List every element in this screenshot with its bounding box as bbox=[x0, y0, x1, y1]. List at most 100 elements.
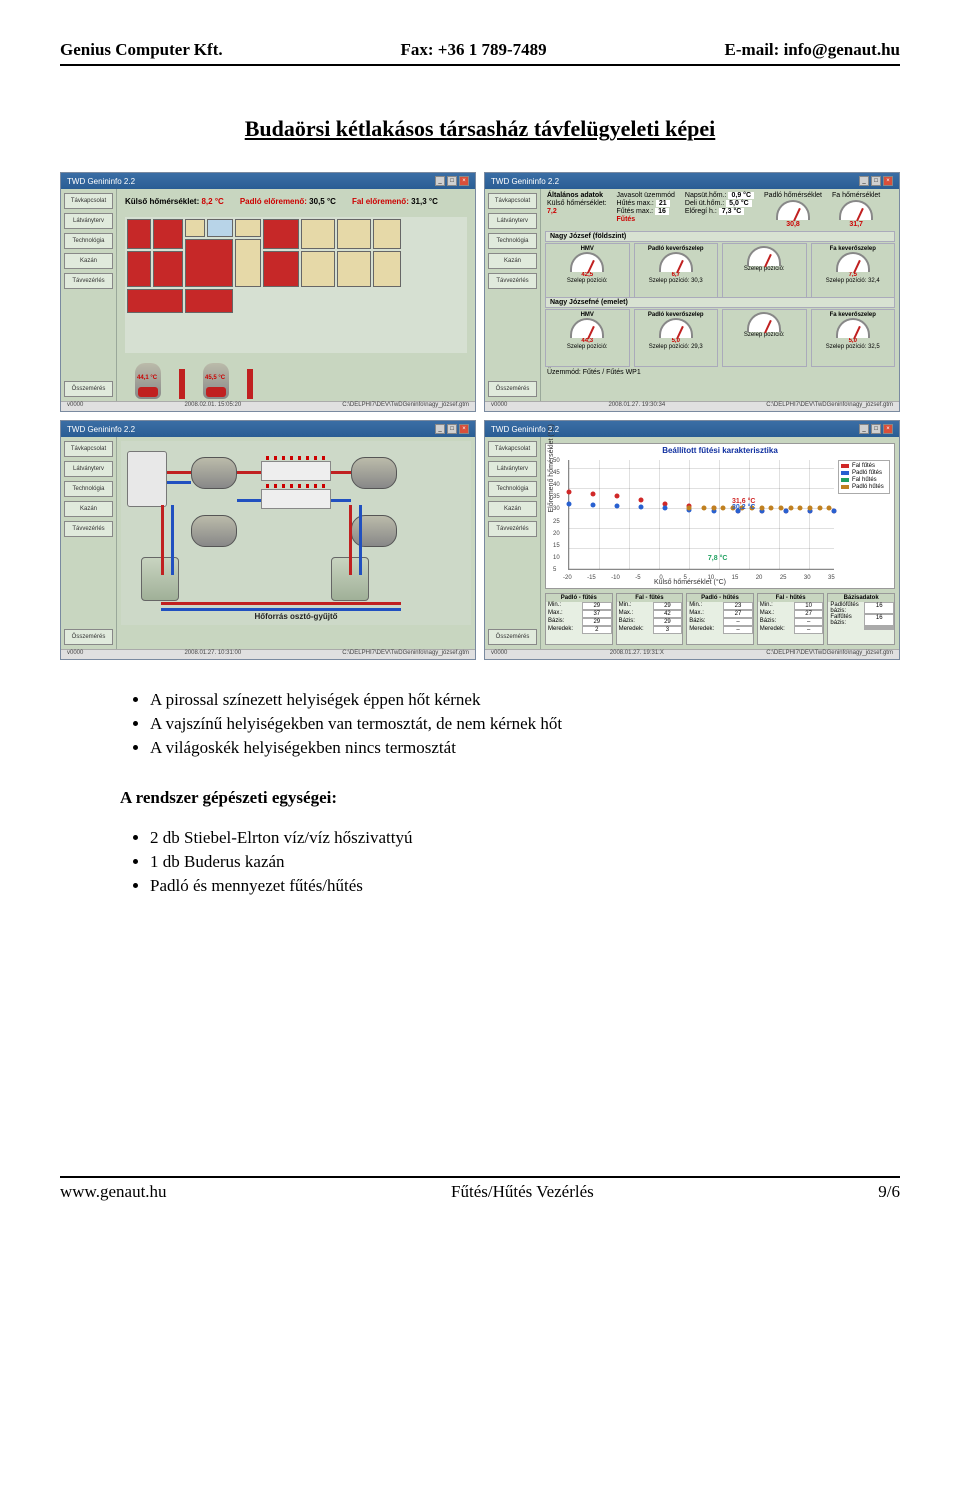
param-value[interactable]: 29 bbox=[582, 618, 612, 626]
piping-schematic: Hőforrás osztó-gyűjtő bbox=[121, 441, 471, 625]
param-value[interactable]: 37 bbox=[582, 610, 612, 618]
statusbar: v0000 2008.02.01. 15:05:20 C:\DELPHI7\DE… bbox=[61, 401, 475, 411]
buffer-tank-icon bbox=[191, 457, 237, 489]
legend-label: Fal fűtés bbox=[852, 463, 875, 469]
titlebar: TWD Genininfo 2.2 _ □ × bbox=[485, 173, 899, 189]
gauge-cell: Fa keverőszelep7,5Szelep pozíció: 32,4 bbox=[811, 243, 896, 301]
max-icon[interactable]: □ bbox=[447, 424, 457, 434]
param-value[interactable]: – bbox=[723, 626, 753, 634]
param-value[interactable]: 10 bbox=[794, 602, 824, 610]
sidebar-item[interactable]: Technológia bbox=[64, 233, 113, 249]
param-value[interactable]: 3 bbox=[653, 626, 683, 634]
sidebar-item[interactable]: Távkapcsolat bbox=[64, 193, 113, 209]
screenshot-gauges: TWD Genininfo 2.2 _ □ × Távkapcsolat Látv… bbox=[484, 172, 900, 412]
sidebar-item[interactable]: Összemérés bbox=[64, 381, 113, 397]
param-value[interactable]: – bbox=[723, 618, 753, 626]
chart-point bbox=[832, 508, 837, 513]
param-value[interactable]: 23 bbox=[723, 602, 753, 610]
app-title: TWD Genininfo 2.2 bbox=[491, 177, 559, 186]
param-value[interactable]: 2 bbox=[582, 626, 612, 634]
table-row: Min.:10 bbox=[758, 602, 824, 610]
table-row: Meredek:3 bbox=[617, 626, 683, 634]
param-table: Fal - fűtésMin.:29Max.:42Bázis:29Meredek… bbox=[616, 593, 684, 645]
param-value[interactable]: 29 bbox=[582, 602, 612, 610]
param-value[interactable]: 42 bbox=[653, 610, 683, 618]
close-icon[interactable]: × bbox=[883, 424, 893, 434]
sidebar-item[interactable]: Távkapcsolat bbox=[488, 193, 537, 209]
min-icon[interactable]: _ bbox=[435, 176, 445, 186]
legend-swatch bbox=[841, 478, 849, 482]
table-row: Bázis:– bbox=[758, 618, 824, 626]
param-label: Max.: bbox=[617, 610, 653, 618]
sidebar-item[interactable]: Kazán bbox=[488, 253, 537, 269]
pipe-hot bbox=[349, 505, 352, 575]
sidebar-item[interactable]: Távkapcsolat bbox=[64, 441, 113, 457]
sidebar-item[interactable]: Kazán bbox=[64, 253, 113, 269]
sidebar-item[interactable]: Távvezérlés bbox=[488, 521, 537, 537]
buffer-tank-icon bbox=[351, 457, 397, 489]
sidebar-item[interactable]: Összemérés bbox=[488, 629, 537, 645]
sidebar-item[interactable]: Távkapcsolat bbox=[488, 441, 537, 457]
table-row: Max.:42 bbox=[617, 610, 683, 618]
param-value[interactable]: – bbox=[794, 626, 824, 634]
table-row bbox=[828, 628, 894, 630]
max-icon[interactable]: □ bbox=[447, 176, 457, 186]
sidebar-item[interactable]: Technológia bbox=[488, 481, 537, 497]
table-row: Min.:29 bbox=[546, 602, 612, 610]
param-value[interactable]: 29 bbox=[653, 602, 683, 610]
min-icon[interactable]: _ bbox=[859, 176, 869, 186]
sidebar-item[interactable]: Technológia bbox=[488, 233, 537, 249]
param-value[interactable] bbox=[864, 628, 894, 630]
close-icon[interactable]: × bbox=[459, 176, 469, 186]
gauge-icon bbox=[747, 246, 781, 266]
header-company: Genius Computer Kft. bbox=[60, 40, 223, 60]
param-value[interactable]: 16 bbox=[864, 602, 894, 614]
gauge-icon bbox=[570, 252, 604, 272]
pipe-cold bbox=[237, 499, 261, 502]
sidebar-item[interactable]: Kazán bbox=[64, 501, 113, 517]
sidebar-item[interactable]: Látványterv bbox=[488, 461, 537, 477]
gauge-icon bbox=[776, 200, 810, 220]
param-tables-row: Padló - fűtésMin.:29Max.:37Bázis:29Mered… bbox=[545, 593, 895, 645]
max-icon[interactable]: □ bbox=[871, 176, 881, 186]
sidebar-item[interactable]: Távvezérlés bbox=[64, 273, 113, 289]
close-icon[interactable]: × bbox=[459, 424, 469, 434]
max-icon[interactable]: □ bbox=[871, 424, 881, 434]
sidebar-item[interactable]: Látványterv bbox=[64, 213, 113, 229]
chart-title: Beállított fűtési karakterisztika bbox=[546, 446, 894, 455]
chart-point bbox=[687, 506, 692, 511]
sidebar-item[interactable]: Látványterv bbox=[488, 213, 537, 229]
gauge-icon bbox=[836, 318, 870, 338]
gauge-cell: Szelep pozíció: bbox=[722, 309, 807, 367]
param-value[interactable]: – bbox=[794, 618, 824, 626]
sidebar-item[interactable]: Összemérés bbox=[488, 381, 537, 397]
min-icon[interactable]: _ bbox=[435, 424, 445, 434]
sidebar-item[interactable]: Kazán bbox=[488, 501, 537, 517]
legend-swatch bbox=[841, 485, 849, 489]
param-table-title: Fal - fűtés bbox=[617, 594, 683, 602]
legend-label: Padló fűtés bbox=[852, 470, 882, 476]
sidebar-item[interactable]: Távvezérlés bbox=[64, 521, 113, 537]
param-value[interactable]: 16 bbox=[864, 614, 894, 626]
hmv-tank: 45,5 °C bbox=[203, 363, 229, 399]
param-value[interactable]: 29 bbox=[653, 618, 683, 626]
sidebar-item[interactable]: Látványterv bbox=[64, 461, 113, 477]
chart-point bbox=[639, 497, 644, 502]
param-value[interactable]: 27 bbox=[723, 610, 753, 618]
sidebar-item[interactable]: Technológia bbox=[64, 481, 113, 497]
chart-ytick: 25 bbox=[553, 519, 560, 525]
sidebar-item[interactable]: Távvezérlés bbox=[488, 273, 537, 289]
sidebar-item[interactable]: Összemérés bbox=[64, 629, 113, 645]
gauge-cell: Szelep pozíció: bbox=[722, 243, 807, 301]
equipment-list: 2 db Stiebel-Elrton víz/víz hőszivattyú … bbox=[150, 828, 900, 896]
param-table: Fal - hűtésMin.:10Max.:27Bázis:–Meredek:… bbox=[757, 593, 825, 645]
room-cell bbox=[301, 251, 335, 287]
legend-item: Padló fűtés bbox=[841, 470, 887, 476]
table-row: Max.:27 bbox=[687, 610, 753, 618]
header-fax: Fax: +36 1 789-7489 bbox=[401, 40, 547, 60]
param-value[interactable]: 27 bbox=[794, 610, 824, 618]
close-icon[interactable]: × bbox=[883, 176, 893, 186]
sidebar: Távkapcsolat Látványterv Technológia Kazán T… bbox=[485, 437, 541, 649]
group-b-header: Nagy Józsefné (emelet) bbox=[545, 297, 895, 308]
min-icon[interactable]: _ bbox=[859, 424, 869, 434]
